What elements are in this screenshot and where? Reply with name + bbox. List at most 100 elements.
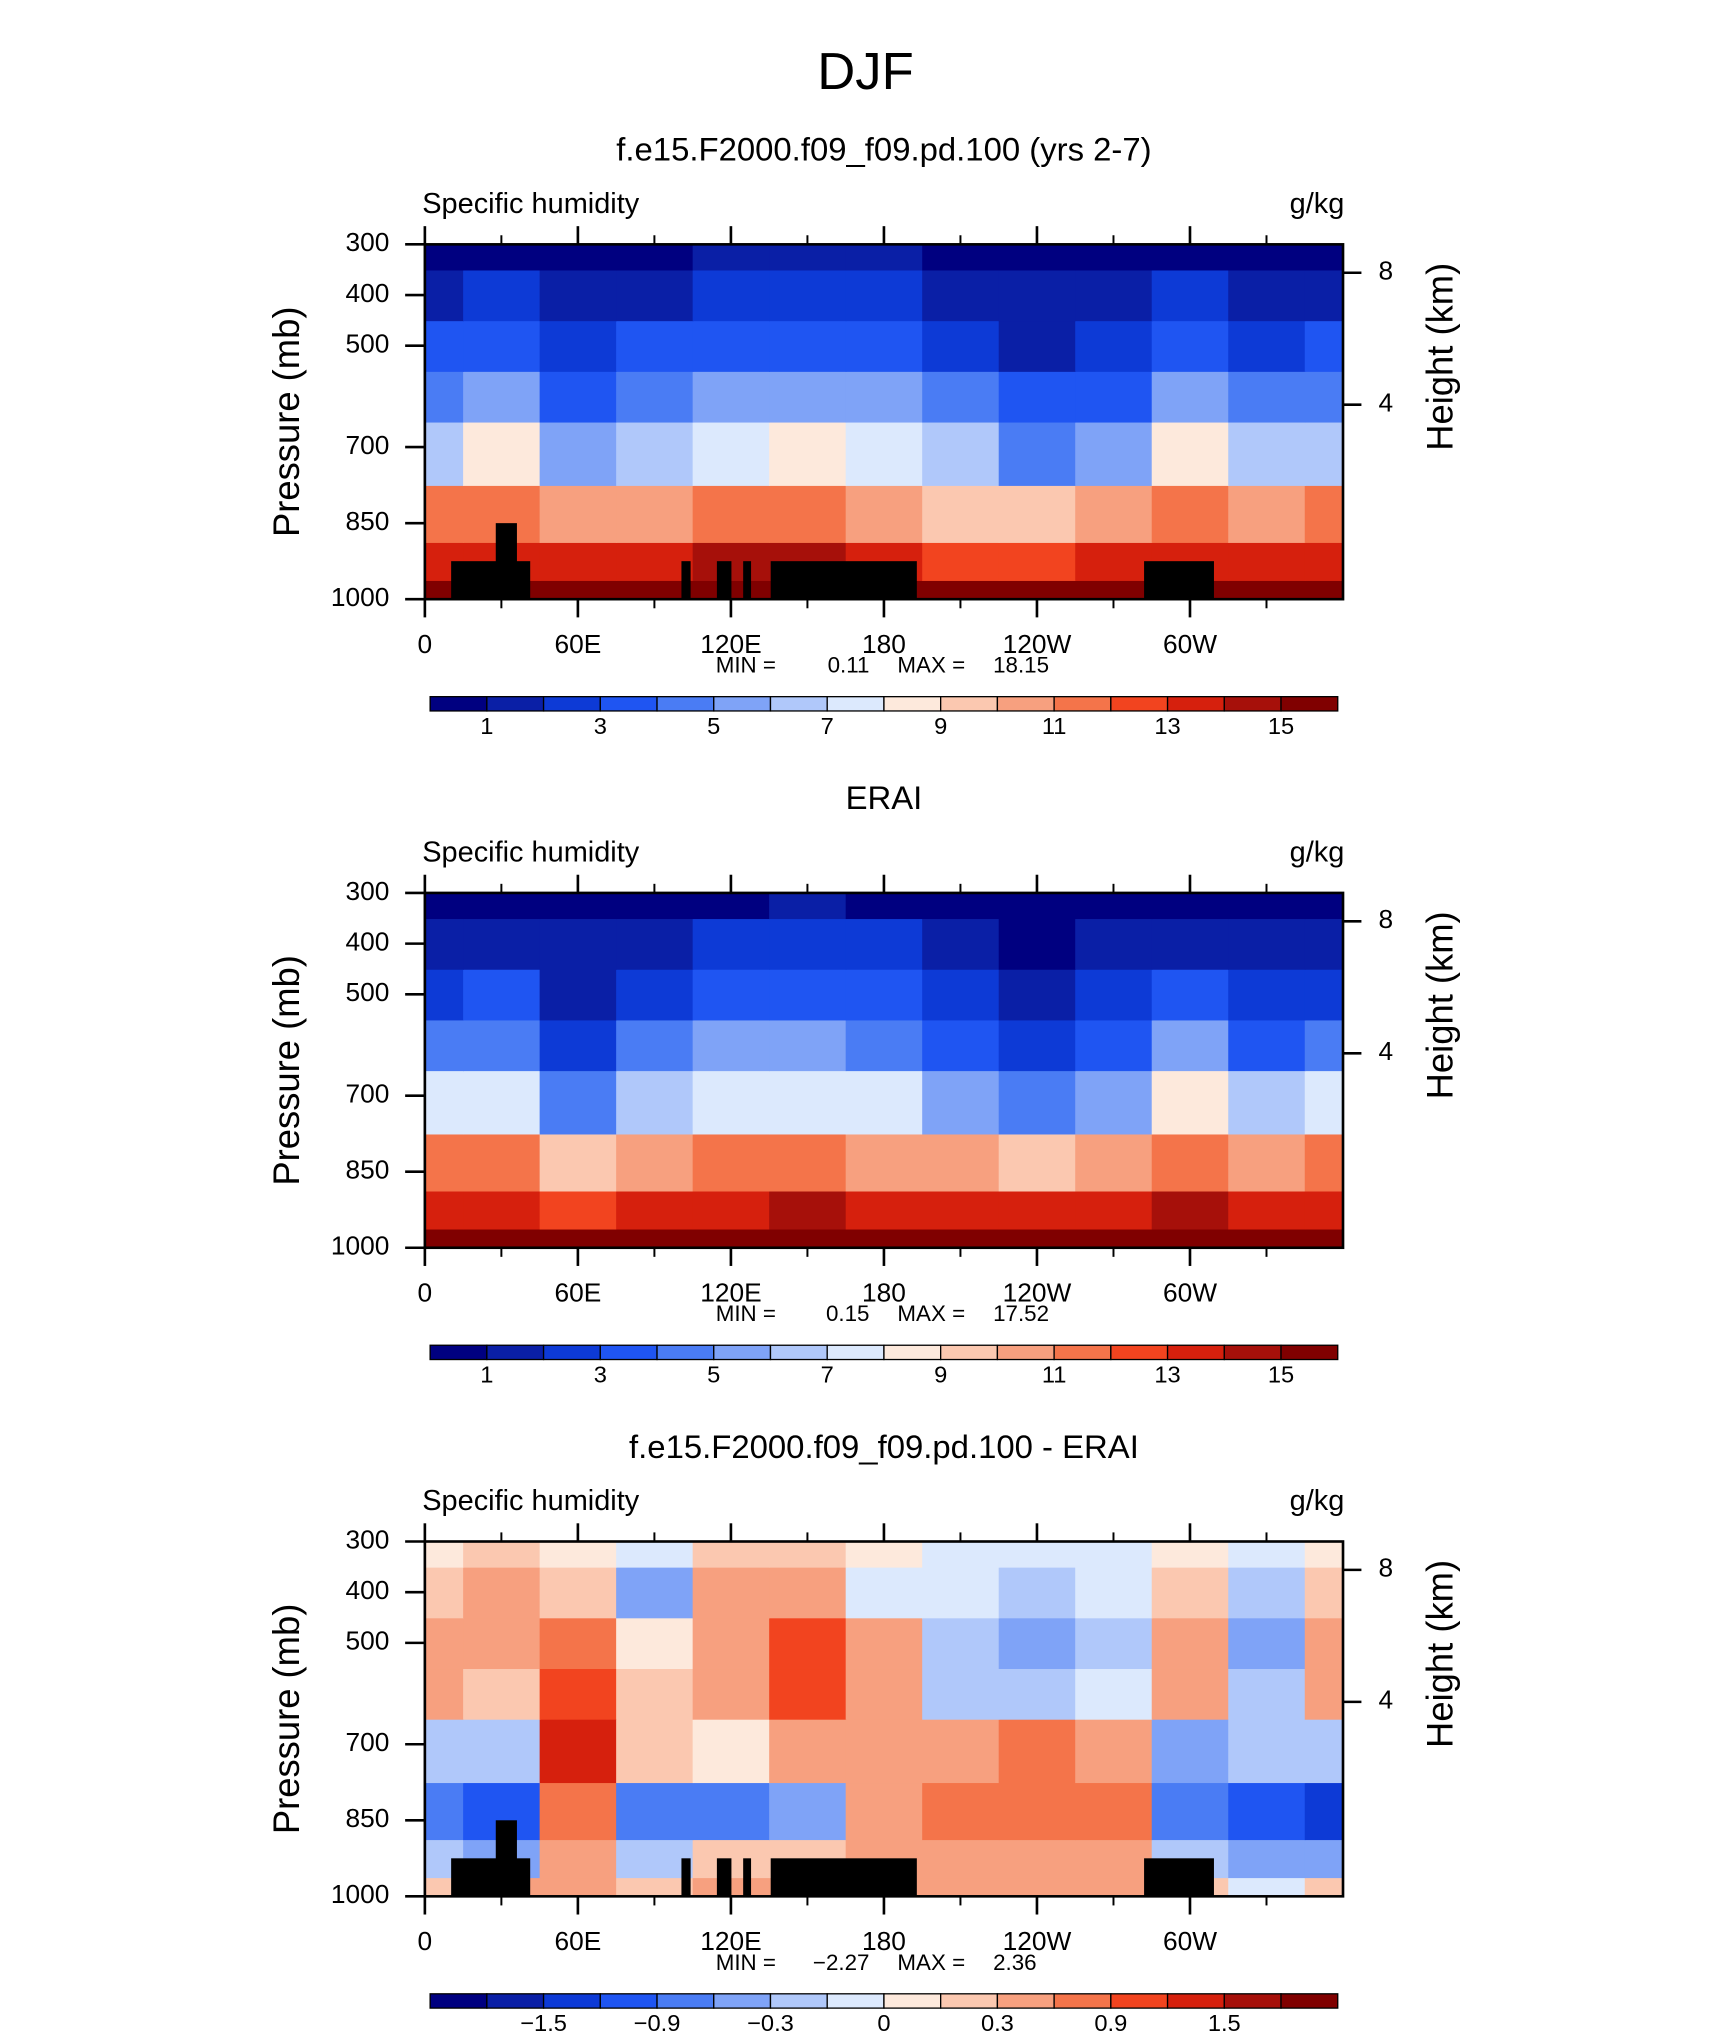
x-tick-label: 180 [862, 629, 906, 659]
contour-cell [1304, 371, 1344, 423]
contour-cell [845, 421, 923, 486]
colorbar-box [542, 1993, 601, 2009]
contour-cell [1151, 421, 1230, 486]
contour-cell [1228, 1541, 1306, 1568]
contour-cell [922, 968, 1000, 1021]
contour-cell [922, 244, 1000, 271]
contour-cell [845, 1070, 923, 1135]
y2-axis-label: Height (km) [1420, 263, 1461, 451]
contour-cell [539, 542, 617, 581]
min-value: 0.15 [826, 1301, 870, 1326]
contour-cell [463, 269, 541, 322]
colorbar-box [940, 696, 999, 712]
contour-cell [539, 1070, 617, 1135]
contour-cell [998, 371, 1077, 423]
contour-cell [424, 1541, 464, 1568]
contour-cell [845, 1718, 923, 1784]
y-axis-label: Pressure (mb) [266, 307, 307, 538]
colorbar-box [1223, 1344, 1282, 1361]
contour-cell [998, 1617, 1077, 1670]
colorbar-box [1280, 1993, 1339, 2009]
contour-cell [1228, 485, 1306, 543]
contour-cell [998, 580, 1077, 600]
contour-cell [424, 1190, 464, 1230]
contour-cell [1228, 320, 1306, 372]
contour-cell [692, 1019, 770, 1072]
contour-cell [769, 1228, 847, 1249]
contour-cell [424, 892, 464, 920]
contour-cell [769, 1019, 847, 1072]
contour-cell [845, 892, 923, 920]
contour-cell [1075, 244, 1153, 271]
contour-cell [1151, 1019, 1230, 1072]
contour-cell [463, 244, 541, 271]
contour-cell [692, 485, 770, 543]
contour-cell [922, 580, 1000, 600]
contour-cell [616, 968, 694, 1021]
contour-cell [998, 1877, 1077, 1898]
contour-cell [692, 1070, 770, 1135]
contour-cell [463, 1019, 541, 1072]
y-tick-label: 700 [345, 1079, 389, 1109]
contour-cell [463, 1668, 541, 1720]
contour-cell [998, 892, 1077, 920]
colorbar-box [599, 1993, 658, 2009]
contour-cell [616, 244, 694, 271]
contour-cell [922, 1133, 1000, 1192]
contour-cell [463, 371, 541, 423]
contour-cell [1304, 320, 1344, 372]
contour-cell [692, 1782, 770, 1841]
x-tick-label: 60E [554, 1278, 601, 1308]
contour-cell [1228, 542, 1306, 581]
contour-cell [845, 1668, 923, 1720]
contour-cell [1304, 1019, 1344, 1072]
contour-cell [998, 1070, 1077, 1135]
contour-cell [463, 1133, 541, 1192]
contour-cell [769, 1718, 847, 1784]
contour-cell [616, 918, 694, 970]
panel-title: ERAI [846, 779, 923, 816]
contour-cell [1075, 1782, 1153, 1841]
contour-cell [1151, 1228, 1230, 1249]
x-tick-label: 120E [700, 1926, 761, 1956]
y-tick-label: 500 [345, 329, 389, 359]
contour-cell [463, 421, 541, 486]
colorbar-tick-label: 11 [1042, 713, 1067, 739]
land-mask [716, 561, 732, 600]
contour-cell [692, 1541, 770, 1568]
colorbar-box [996, 1344, 1055, 1361]
contour-cell [922, 1839, 1000, 1879]
contour-cell [1075, 1566, 1153, 1619]
land-mask [681, 561, 691, 600]
contour-cell [539, 1617, 617, 1670]
colorbar-box [713, 1344, 772, 1361]
colorbar-box [883, 696, 942, 712]
contour-cell [922, 1019, 1000, 1072]
colorbar-box [1110, 1993, 1169, 2009]
contour-cell [1151, 1718, 1230, 1784]
contour-cell [1075, 968, 1153, 1021]
contour-cell [424, 320, 464, 372]
contour-cell [1304, 421, 1344, 486]
contour-cell [424, 1668, 464, 1720]
x-tick-label: 60E [554, 629, 601, 659]
colorbar-tick-label: 5 [707, 1362, 720, 1388]
y-tick-label: 1000 [331, 1231, 390, 1261]
contour-cell [1151, 918, 1230, 970]
contour-cell [1151, 1668, 1230, 1720]
contour-cell [616, 1782, 694, 1841]
contour-cell [1075, 1541, 1153, 1568]
contour-cell [1304, 1877, 1344, 1898]
contour-cell [1304, 1839, 1344, 1879]
contour-cell [769, 1617, 847, 1670]
contour-cell [769, 1541, 847, 1568]
contour-field [424, 244, 1344, 600]
x-tick-label: 0 [418, 1278, 433, 1308]
contour-cell [692, 1133, 770, 1192]
contour-cell [845, 371, 923, 423]
contour-cell [1075, 1019, 1153, 1072]
min-label: MIN = [716, 1301, 776, 1326]
contour-cell [922, 1617, 1000, 1670]
contour-cell [998, 1190, 1077, 1230]
contour-cell [1228, 1718, 1306, 1784]
